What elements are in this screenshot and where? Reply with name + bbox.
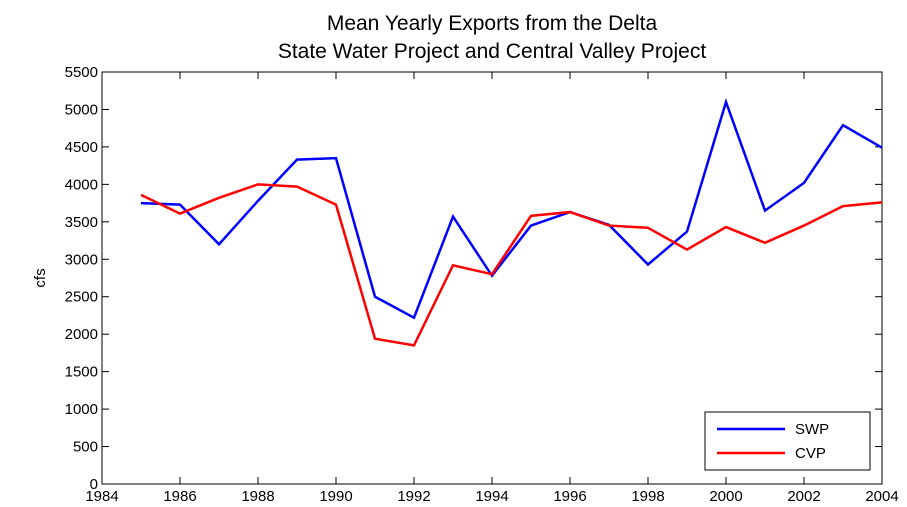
y-tick-label: 2500: [65, 289, 98, 306]
chart-title: Mean Yearly Exports from the Delta: [327, 12, 658, 35]
chart-subtitle: State Water Project and Central Valley P…: [278, 40, 707, 63]
x-tick-label: 2000: [709, 488, 742, 505]
series-line: [140, 97, 883, 320]
y-tick-label: 1500: [65, 364, 98, 381]
x-tick-label: 1998: [631, 488, 664, 505]
x-tick-label: 1996: [553, 488, 586, 505]
y-tick-label: 3500: [65, 214, 98, 231]
legend-label: SWP: [795, 421, 829, 438]
legend-label: CVP: [795, 445, 826, 462]
x-tick-label: 1992: [397, 488, 430, 505]
y-tick-label: 500: [73, 439, 98, 456]
legend-box: [704, 411, 871, 471]
y-tick-label: 4500: [65, 139, 98, 156]
x-tick-label: 1986: [163, 488, 196, 505]
x-tick-label: 2004: [865, 488, 898, 505]
x-tick-label: 2002: [787, 488, 820, 505]
y-tick-label: 1000: [65, 401, 98, 418]
y-tick-label: 0: [90, 476, 98, 493]
y-axis-label: cfs: [32, 268, 49, 287]
series-line: [140, 183, 883, 347]
y-tick-label: 2000: [65, 326, 98, 343]
y-tick-label: 5500: [65, 64, 98, 81]
x-tick-label: 1994: [475, 488, 508, 505]
y-tick-label: 4000: [65, 176, 98, 193]
x-tick-label: 1984: [85, 488, 118, 505]
x-tick-label: 1990: [319, 488, 352, 505]
y-tick-label: 5000: [65, 101, 98, 118]
x-tick-label: 1988: [241, 488, 274, 505]
y-tick-label: 3000: [65, 251, 98, 268]
